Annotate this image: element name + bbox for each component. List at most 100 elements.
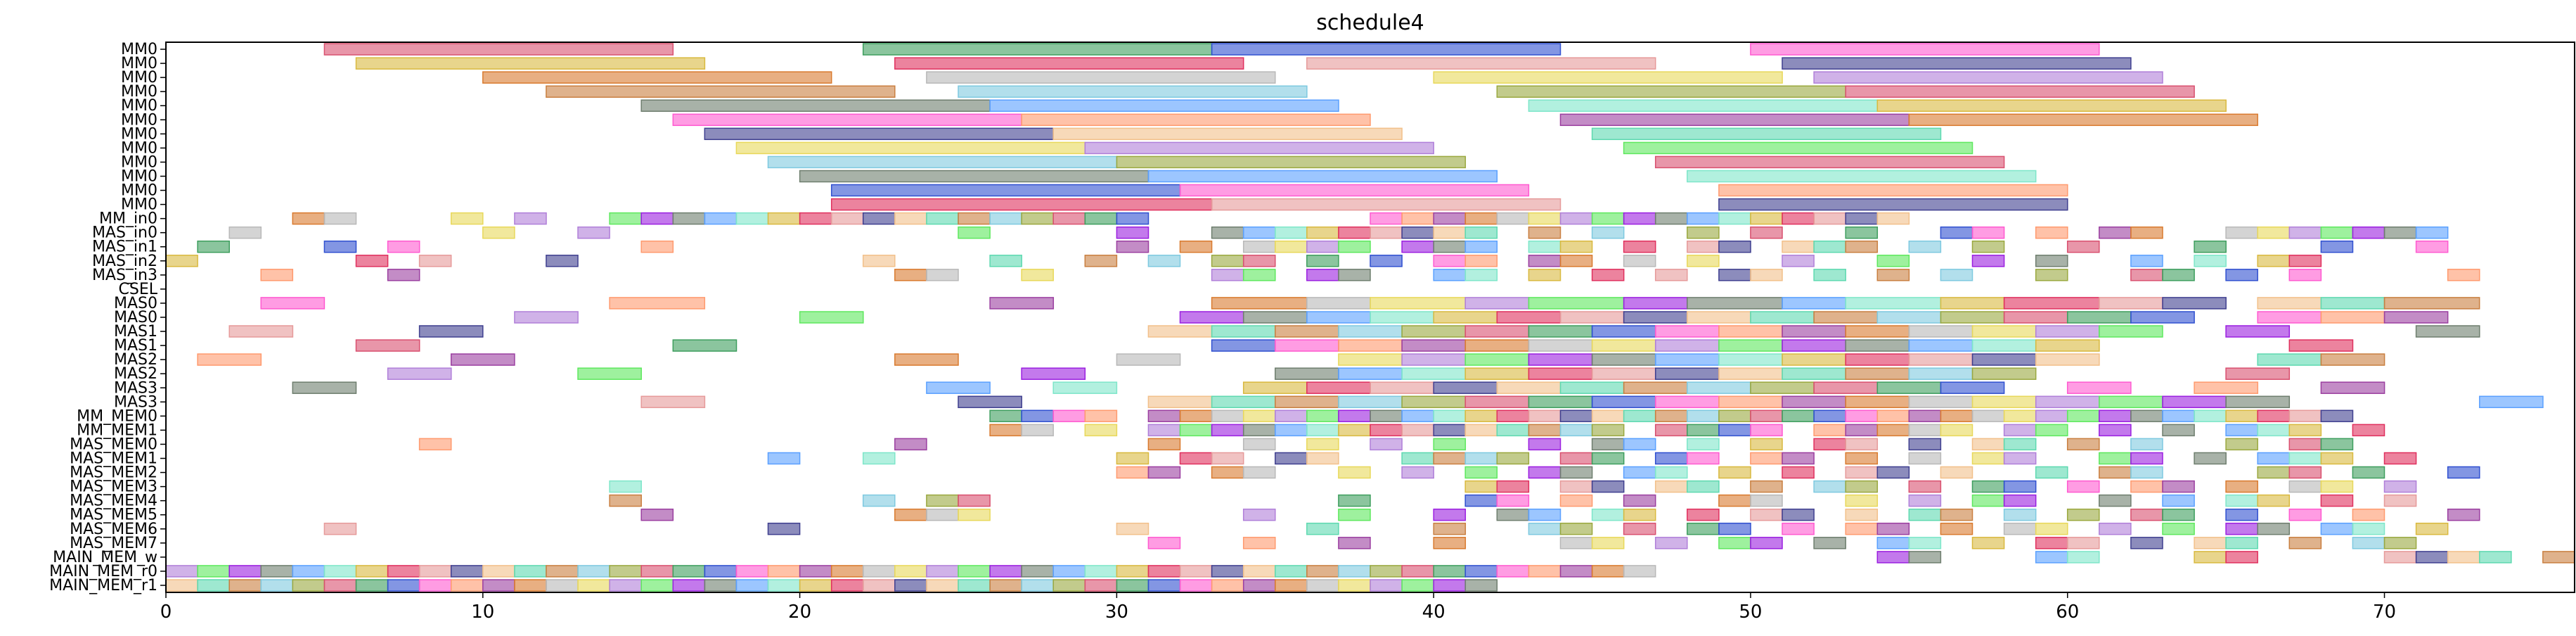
- task-bar: [1242, 565, 1276, 578]
- task-bar: [387, 240, 420, 253]
- task-bar: [1528, 508, 1561, 521]
- task-bar: [165, 579, 198, 592]
- y-tick-label: MAIN_MEM_r0: [49, 563, 157, 580]
- task-bar: [958, 395, 1022, 409]
- task-bar: [1876, 522, 1910, 535]
- task-bar: [1052, 381, 1118, 394]
- x-tick-label: 30: [1105, 602, 1128, 623]
- task-bar: [292, 579, 326, 592]
- task-bar: [2225, 226, 2258, 239]
- task-bar: [165, 565, 198, 578]
- task-bar: [1211, 43, 1561, 56]
- task-bar: [1908, 339, 1973, 352]
- task-bar: [387, 269, 420, 281]
- task-bar: [767, 579, 801, 592]
- task-bar: [1908, 424, 1942, 437]
- task-bar: [2003, 452, 2037, 465]
- task-bar: [958, 579, 991, 592]
- task-bar: [1971, 240, 2005, 253]
- task-bar: [387, 565, 420, 578]
- task-bar: [1654, 367, 1720, 380]
- task-bar: [2288, 438, 2322, 451]
- task-bar: [1940, 269, 1973, 281]
- task-bar: [323, 522, 357, 535]
- task-bar: [862, 565, 896, 578]
- task-bar: [958, 565, 991, 578]
- task-bar: [2415, 240, 2449, 253]
- task-bar: [1750, 311, 1815, 324]
- task-bar: [2162, 409, 2195, 423]
- task-bar: [1242, 579, 1276, 592]
- y-tick-label: MM_MEM1: [77, 421, 157, 439]
- task-bar: [1528, 367, 1593, 380]
- task-bar: [2162, 508, 2195, 521]
- task-bar: [1908, 409, 1942, 423]
- task-bar: [1782, 452, 1815, 465]
- task-bar: [1338, 508, 1371, 521]
- y-tick-label: MM_MEM0: [77, 407, 157, 425]
- task-bar: [1750, 269, 1783, 281]
- task-bar: [1591, 269, 1625, 281]
- task-bar: [2415, 226, 2449, 239]
- task-bar: [926, 494, 959, 507]
- task-bar: [1338, 565, 1371, 578]
- task-bar: [514, 212, 547, 225]
- task-bar: [1876, 99, 2227, 112]
- task-bar: [2130, 226, 2163, 239]
- task-bar: [1338, 579, 1371, 592]
- task-bar: [672, 579, 706, 592]
- task-bar: [1782, 325, 1846, 338]
- task-bar: [894, 579, 927, 592]
- y-axis: MM0MM0MM0MM0MM0MM0MM0MM0MM0MM0MM0MM0MM_i…: [49, 41, 166, 594]
- task-bar: [2288, 480, 2322, 493]
- y-tick-label: MM_in0: [99, 210, 157, 228]
- task-bar: [165, 255, 198, 267]
- task-bar: [1782, 212, 1815, 225]
- task-bar: [1306, 240, 1339, 253]
- task-bar: [1718, 325, 1783, 338]
- task-bar: [2099, 452, 2132, 465]
- task-bar: [1718, 269, 1751, 281]
- task-bar: [197, 579, 230, 592]
- task-bar: [1591, 325, 1656, 338]
- task-bar: [1306, 565, 1339, 578]
- task-bar: [1559, 311, 1625, 324]
- task-bar: [1813, 71, 2163, 84]
- task-bar: [1750, 424, 1783, 437]
- task-bar: [1084, 579, 1118, 592]
- x-tick-label: 0: [160, 602, 172, 623]
- task-bar: [1275, 409, 1308, 423]
- task-bar: [2162, 297, 2227, 310]
- task-bar: [418, 255, 452, 267]
- task-bar: [1687, 255, 1720, 267]
- task-bar: [2383, 226, 2417, 239]
- task-bar: [1496, 409, 1530, 423]
- task-bar: [1718, 353, 1783, 366]
- task-bar: [1275, 395, 1339, 409]
- task-bar: [1528, 339, 1593, 352]
- task-bar: [1496, 212, 1530, 225]
- x-tick-label: 40: [1422, 602, 1445, 623]
- task-bar: [450, 212, 484, 225]
- task-bar: [2320, 452, 2354, 465]
- task-bar: [1845, 424, 1879, 437]
- task-bar: [894, 212, 927, 225]
- task-bar: [1496, 480, 1530, 493]
- task-bar: [704, 565, 738, 578]
- task-bar: [1940, 466, 1973, 479]
- task-bar: [1147, 438, 1181, 451]
- task-bar: [799, 579, 832, 592]
- task-bar: [577, 367, 642, 380]
- task-bar: [1623, 141, 1973, 155]
- task-bar: [1370, 226, 1403, 239]
- task-bar: [989, 424, 1022, 437]
- task-bar: [1591, 127, 1942, 141]
- task-bar: [1528, 99, 1879, 112]
- task-bar: [830, 579, 864, 592]
- task-bar: [609, 212, 642, 225]
- task-bar: [1147, 325, 1213, 338]
- task-bar: [2288, 466, 2322, 479]
- task-bar: [1908, 367, 1973, 380]
- task-bar: [926, 565, 959, 578]
- task-bar: [2130, 438, 2163, 451]
